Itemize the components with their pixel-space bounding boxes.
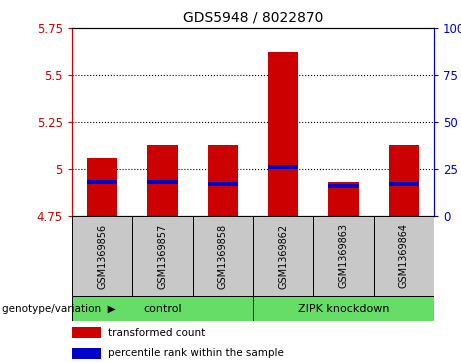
Text: control: control (143, 303, 182, 314)
Text: GSM1369856: GSM1369856 (97, 224, 107, 289)
Bar (148, 144, 177, 216)
Bar (87, 158, 117, 216)
Bar (87, 180, 117, 184)
Bar (268, 165, 298, 169)
Bar (374, 216, 434, 296)
Bar (72, 348, 101, 359)
Bar (132, 216, 193, 296)
Text: percentile rank within the sample: percentile rank within the sample (108, 348, 284, 359)
Text: GSM1369863: GSM1369863 (338, 224, 349, 289)
Bar (253, 216, 313, 296)
Text: ZIPK knockdown: ZIPK knockdown (298, 303, 389, 314)
Text: GSM1369857: GSM1369857 (158, 223, 167, 289)
Bar (389, 182, 419, 186)
Text: GSM1369858: GSM1369858 (218, 224, 228, 289)
Bar (208, 144, 238, 216)
Title: GDS5948 / 8022870: GDS5948 / 8022870 (183, 10, 323, 24)
Bar (72, 296, 253, 321)
Bar (72, 216, 132, 296)
Bar (193, 216, 253, 296)
Bar (328, 182, 359, 216)
Bar (328, 184, 359, 188)
Text: GSM1369862: GSM1369862 (278, 224, 288, 289)
Bar (208, 182, 238, 186)
Bar (389, 144, 419, 216)
Bar (253, 296, 434, 321)
Text: transformed count: transformed count (108, 327, 206, 338)
Text: genotype/variation  ▶: genotype/variation ▶ (2, 303, 116, 314)
Bar (268, 52, 298, 216)
Bar (148, 180, 177, 184)
Text: GSM1369864: GSM1369864 (399, 224, 409, 289)
Bar (72, 327, 101, 338)
Bar (313, 216, 374, 296)
